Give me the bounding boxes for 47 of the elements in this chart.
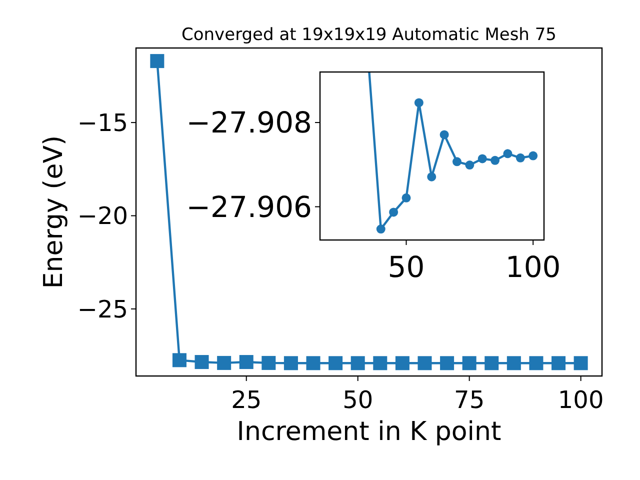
x-tick-label: 50	[342, 386, 374, 414]
point	[389, 208, 398, 217]
point	[284, 356, 298, 370]
point	[402, 193, 411, 202]
point	[528, 151, 538, 160]
y-axis-title: Energy (eV)	[39, 135, 69, 289]
y-tick-label: −20	[77, 202, 128, 230]
point	[478, 154, 487, 164]
x-tick-label: 100	[558, 386, 604, 414]
point	[306, 356, 320, 370]
point	[350, 356, 365, 370]
point	[194, 355, 209, 370]
y-tick-label: −27.906	[186, 190, 312, 224]
point	[462, 356, 476, 370]
point	[172, 353, 186, 368]
point	[484, 356, 499, 370]
x-tick-label: 25	[231, 386, 262, 414]
point	[328, 356, 343, 370]
point	[516, 153, 525, 162]
x-tick-label: 100	[505, 250, 561, 284]
point	[503, 149, 512, 158]
point	[490, 156, 500, 165]
chart-title: Converged at 19x19x19 Automatic Mesh 75	[182, 25, 556, 45]
point	[506, 356, 521, 370]
point	[529, 356, 544, 370]
point	[552, 356, 566, 370]
point	[395, 356, 410, 370]
point	[440, 130, 449, 140]
point	[217, 356, 232, 370]
point	[262, 356, 276, 370]
point	[465, 160, 474, 170]
point	[373, 356, 388, 370]
point	[239, 355, 254, 370]
y-tick-label: −25	[77, 295, 128, 324]
y-tick-label: −15	[77, 108, 128, 137]
point	[376, 224, 386, 234]
x-tick-label: 50	[388, 250, 425, 284]
x-tick-label: 75	[454, 386, 485, 414]
point	[574, 356, 588, 370]
y-tick-label: −27.908	[186, 106, 312, 140]
point	[440, 356, 454, 370]
point	[452, 157, 462, 166]
point	[150, 54, 164, 68]
x-axis-title: Increment in K point	[236, 417, 502, 447]
point	[427, 172, 436, 182]
point	[414, 98, 424, 108]
point	[418, 356, 432, 370]
